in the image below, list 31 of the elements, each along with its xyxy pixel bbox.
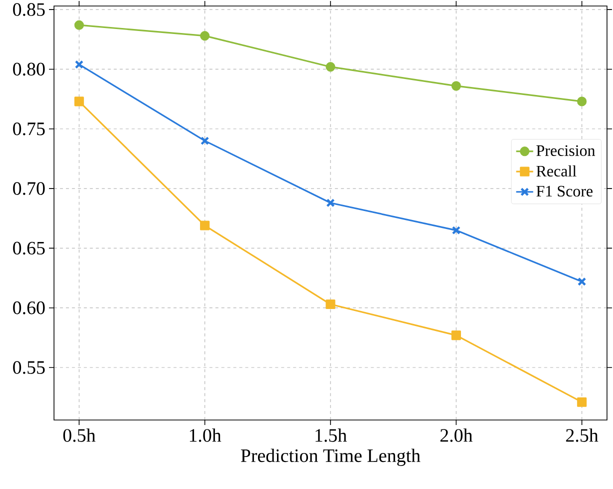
point <box>577 397 587 407</box>
point <box>326 299 336 310</box>
y-tick-label: 0.75 <box>13 122 45 136</box>
x-tick-label: 2.0h <box>440 428 472 442</box>
point <box>578 278 586 286</box>
point <box>75 60 84 68</box>
point <box>74 20 84 30</box>
point <box>452 226 460 234</box>
point <box>451 81 461 91</box>
y-tick-label: 0.55 <box>13 361 45 374</box>
legend-label: F1 Score <box>536 186 593 197</box>
x-axis-title: Prediction Time Length <box>240 448 420 466</box>
x-tick-label: 1.0h <box>190 428 222 442</box>
x-tick-label: 1.5h <box>316 428 347 442</box>
x-tick-label: 0.5h <box>63 428 96 442</box>
point <box>451 330 461 340</box>
point <box>74 96 84 106</box>
legend-label: Precision <box>536 145 596 156</box>
point <box>577 96 587 106</box>
point <box>326 198 334 207</box>
point <box>200 136 209 145</box>
y-tick-label: 0.60 <box>13 301 45 314</box>
y-tick-label: 0.85 <box>13 3 45 16</box>
x-tick-label: 2.5h <box>566 428 598 442</box>
y-tick-label: 0.70 <box>13 182 45 195</box>
point <box>200 31 210 41</box>
y-tick-label: 0.80 <box>13 62 45 76</box>
point <box>200 220 210 230</box>
legend-label: Recall <box>536 165 576 177</box>
y-tick-label: 0.65 <box>13 242 45 255</box>
point <box>326 62 336 72</box>
